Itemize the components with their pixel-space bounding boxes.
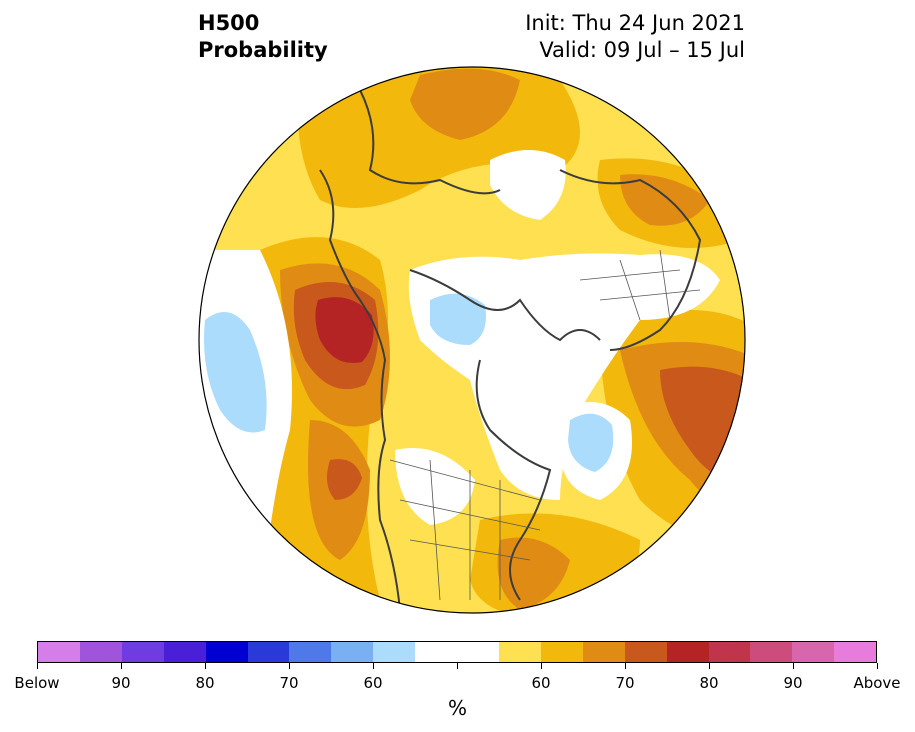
colorbar — [37, 641, 877, 663]
colorbar-swatch — [792, 642, 835, 662]
field-neutral-pacific — [199, 250, 292, 613]
colorbar-tick-label: 60 — [531, 674, 551, 692]
field-neutral-canada — [395, 448, 475, 525]
colorbar-swatch — [582, 642, 625, 662]
colorbar-tick-label: 70 — [279, 674, 299, 692]
colorbar-swatch — [38, 642, 80, 662]
colorbar-tick — [793, 663, 794, 669]
colorbar-swatch — [498, 642, 541, 662]
field-red-core — [315, 297, 374, 364]
colorbar-tick — [541, 663, 542, 669]
colorbar-swatch — [163, 642, 206, 662]
colorbar-tick-label: 90 — [783, 674, 803, 692]
field-lightblue-arctic — [430, 293, 486, 345]
colorbar-tick-label: Above — [853, 674, 901, 692]
coastline-arctic — [409, 269, 601, 342]
colorbar-tick-label: 90 — [111, 674, 131, 692]
colorbar-swatch — [457, 642, 499, 662]
colorbar-tick-label: 80 — [195, 674, 215, 692]
colorbar-tick-label: 80 — [699, 674, 719, 692]
field-orange-europe — [620, 174, 710, 226]
map-boundary — [198, 66, 746, 614]
product-title: Probability — [198, 38, 328, 62]
colorbar-tick — [373, 663, 374, 669]
colorbar-tick-label: 70 — [615, 674, 635, 692]
probability-map — [198, 66, 746, 614]
colorbar-ticks — [37, 663, 878, 669]
colorbar-swatch — [247, 642, 290, 662]
coastlines — [319, 89, 702, 611]
polar-map-svg — [198, 66, 746, 614]
probability-field — [199, 67, 745, 613]
colorbar-tick — [205, 663, 206, 669]
coastline-asia — [359, 89, 501, 195]
colorbar-swatch — [331, 642, 374, 662]
field-lightblue-atlantic — [568, 413, 614, 472]
borders — [389, 249, 701, 601]
init-date: Init: Thu 24 Jun 2021 — [525, 11, 745, 35]
field-orange-north — [410, 68, 520, 140]
colorbar-swatch — [415, 642, 458, 662]
field-lightblue-pacific — [204, 312, 267, 433]
colorbar-tick — [709, 663, 710, 669]
colorbar-tick-label: Below — [14, 674, 60, 692]
us-state-borders — [389, 459, 541, 601]
field-darkorange-small — [326, 459, 362, 500]
colorbar-tick — [121, 663, 122, 669]
coastline-na-east — [475, 359, 552, 601]
colorbar-tick — [457, 663, 458, 669]
colorbar-tick — [625, 663, 626, 669]
variable-title: H500 — [198, 11, 260, 35]
colorbar-tick — [289, 663, 290, 669]
colorbar-swatch — [540, 642, 583, 662]
colorbar-swatch — [205, 642, 248, 662]
colorbar-swatch — [373, 642, 416, 662]
colorbar-swatch — [834, 642, 877, 662]
date-block: Init: Thu 24 Jun 2021 Valid: 09 Jul – 15… — [525, 10, 745, 64]
colorbar-swatch — [750, 642, 793, 662]
country-borders — [579, 249, 701, 321]
colorbar-tick — [877, 663, 878, 669]
colorbar-tick-label: 60 — [363, 674, 383, 692]
colorbar-unit: % — [447, 696, 467, 720]
colorbar-swatch — [624, 642, 667, 662]
field-neutral-siberia — [490, 150, 566, 220]
title-block: H500 Probability — [198, 10, 328, 64]
colorbar-tick — [37, 663, 38, 669]
coastline-na-west — [319, 169, 401, 611]
coastline-europe — [559, 169, 702, 351]
colorbar-swatch — [79, 642, 122, 662]
colorbar-swatch — [121, 642, 164, 662]
colorbar-swatch — [666, 642, 709, 662]
valid-date: Valid: 09 Jul – 15 Jul — [539, 38, 745, 62]
field-neutral-arctic — [408, 253, 720, 500]
colorbar-swatch — [708, 642, 751, 662]
colorbar-swatch — [289, 642, 332, 662]
